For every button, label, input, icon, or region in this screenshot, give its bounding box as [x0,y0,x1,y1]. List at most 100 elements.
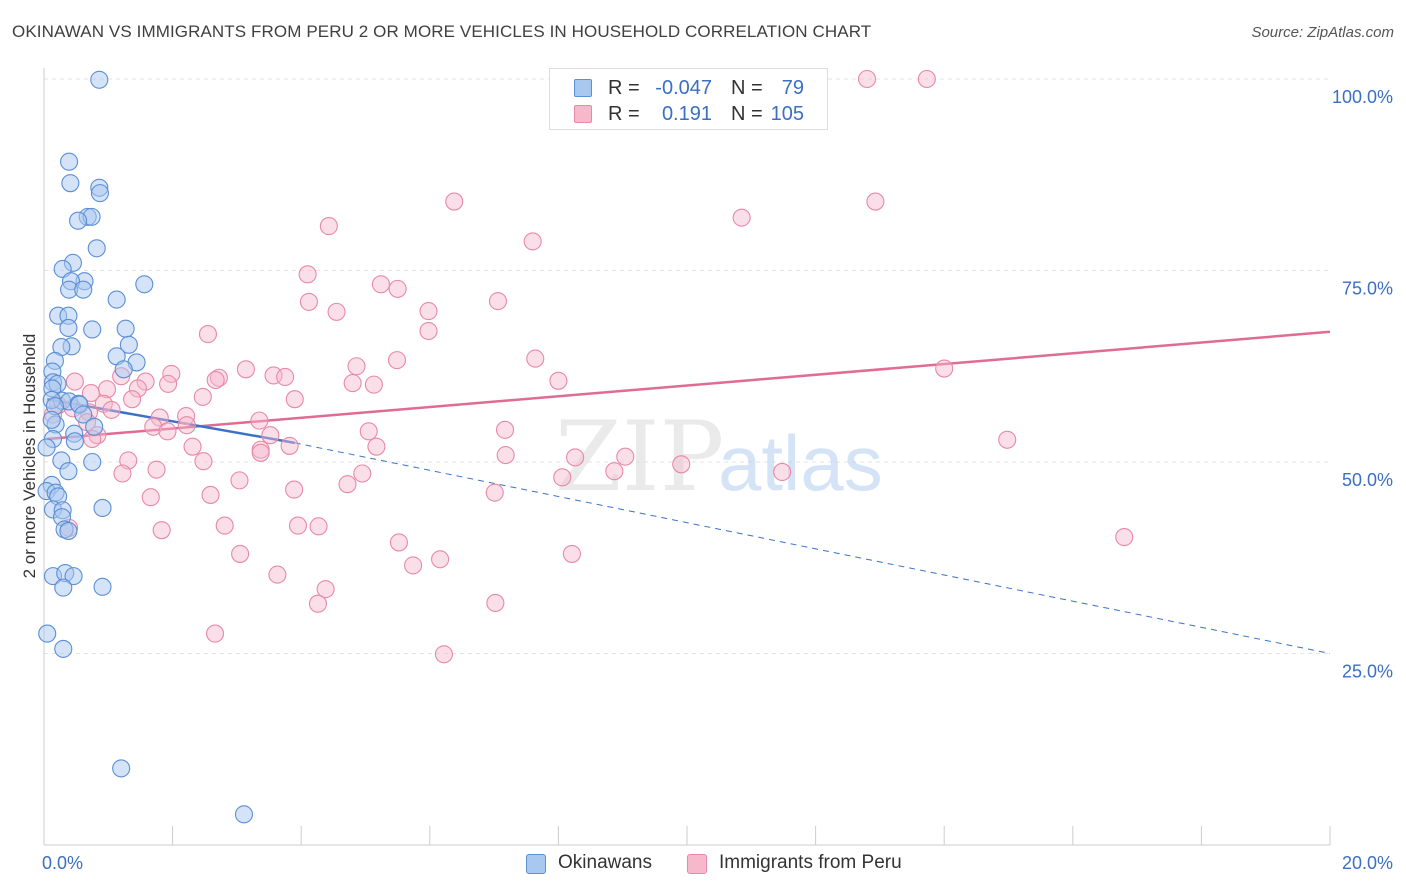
point-peru [230,471,249,490]
gridlines [44,78,1330,654]
point-peru [857,69,877,89]
chart-title: OKINAWAN VS IMMIGRANTS FROM PERU 2 OR MO… [12,22,872,41]
point-peru [81,384,100,403]
stats-legend: R = -0.047 N = 79 R = 0.191 N = 105 [549,68,828,130]
point-okinawans [59,318,78,338]
legend-swatch-peru [687,854,707,874]
point-okinawans [114,360,133,379]
legend-n-value: 105 [770,103,804,125]
point-okinawans [107,290,126,309]
point-peru [308,594,327,613]
point-peru [553,468,572,487]
point-peru [288,516,308,535]
watermark-atlas: atlas [718,419,883,507]
legend-n-label: N = [731,77,763,99]
y-tick-label: 100.0% [1332,87,1393,107]
point-peru [113,464,132,483]
point-okinawans [93,577,112,596]
point-peru [562,544,581,563]
point-peru [359,422,378,441]
point-okinawans [93,498,112,518]
axes [43,68,1331,846]
point-peru [150,408,169,427]
point-peru [177,406,196,426]
point-peru [388,279,407,298]
legend-label-okinawans: Okinawans [558,852,652,873]
y-axis-label: 2 or more Vehicles in Household [20,333,39,579]
point-okinawans [116,319,135,338]
point-okinawans [38,624,57,643]
point-peru [773,462,792,482]
point-peru [123,390,142,409]
point-okinawans [83,452,102,472]
point-peru [935,359,954,378]
point-okinawans [59,521,78,540]
point-peru [193,387,212,406]
point-peru [566,448,585,467]
point-peru [209,368,228,387]
point-okinawans [135,275,154,294]
source-label: Source: ZipAtlas.com [1251,24,1394,41]
point-peru [177,416,196,435]
legend-swatch-okinawans [526,854,546,874]
point-peru [205,624,225,643]
point-peru [309,517,328,536]
point-okinawans [90,70,109,89]
point-peru [147,460,166,479]
point-okinawans [61,174,80,193]
point-peru [364,375,383,394]
point-peru [201,485,220,504]
point-peru [251,443,270,462]
legend-row-peru: R = 0.191 N = 105 [550,101,827,127]
point-peru [549,371,568,390]
point-okinawans [83,320,102,339]
legend-n-value: 79 [781,77,804,99]
point-okinawans [60,152,79,171]
point-peru [144,417,163,436]
trend-lines [46,330,1331,654]
y-tick-label: 50.0% [1342,470,1393,490]
point-okinawans [54,578,73,597]
trend-line-okinawans [46,397,295,445]
point-peru [65,372,84,391]
point-peru [495,420,515,439]
point-okinawans [119,335,138,354]
point-okinawans [65,432,84,451]
point-peru [327,302,346,321]
point-peru [136,372,155,391]
legend-n-label: N = [731,103,763,125]
point-okinawans [87,239,106,258]
point-peru [141,488,160,507]
point-peru [389,533,408,552]
legend-label-peru: Immigrants from Peru [719,852,902,873]
point-peru [367,437,386,456]
point-peru [404,556,423,575]
x-tick-label: 0.0% [42,853,83,873]
point-peru [387,351,407,370]
point-peru [419,302,438,321]
point-peru [485,483,504,502]
point-peru [431,550,450,569]
point-okinawans [74,280,93,299]
point-peru [264,366,283,385]
point-peru [215,516,234,535]
series-legend: Okinawans Immigrants from Peru [0,852,1406,878]
point-okinawans [234,805,254,824]
point-peru [605,462,624,481]
point-peru [316,580,335,599]
tick-labels: 100.0% 75.0% 50.0% 25.0% 0.0% 20.0% [42,87,1393,873]
point-peru [419,321,438,341]
point-peru [496,446,515,465]
point-peru [445,192,464,211]
point-peru [152,521,171,540]
point-okinawans [54,639,73,658]
point-peru [261,426,280,445]
trend-line-okinawans-extended [294,442,1331,654]
point-peru [917,69,936,89]
point-peru [285,390,304,409]
point-peru [347,357,366,376]
point-peru [206,370,225,390]
point-peru [159,374,178,393]
point-okinawans [42,410,61,429]
